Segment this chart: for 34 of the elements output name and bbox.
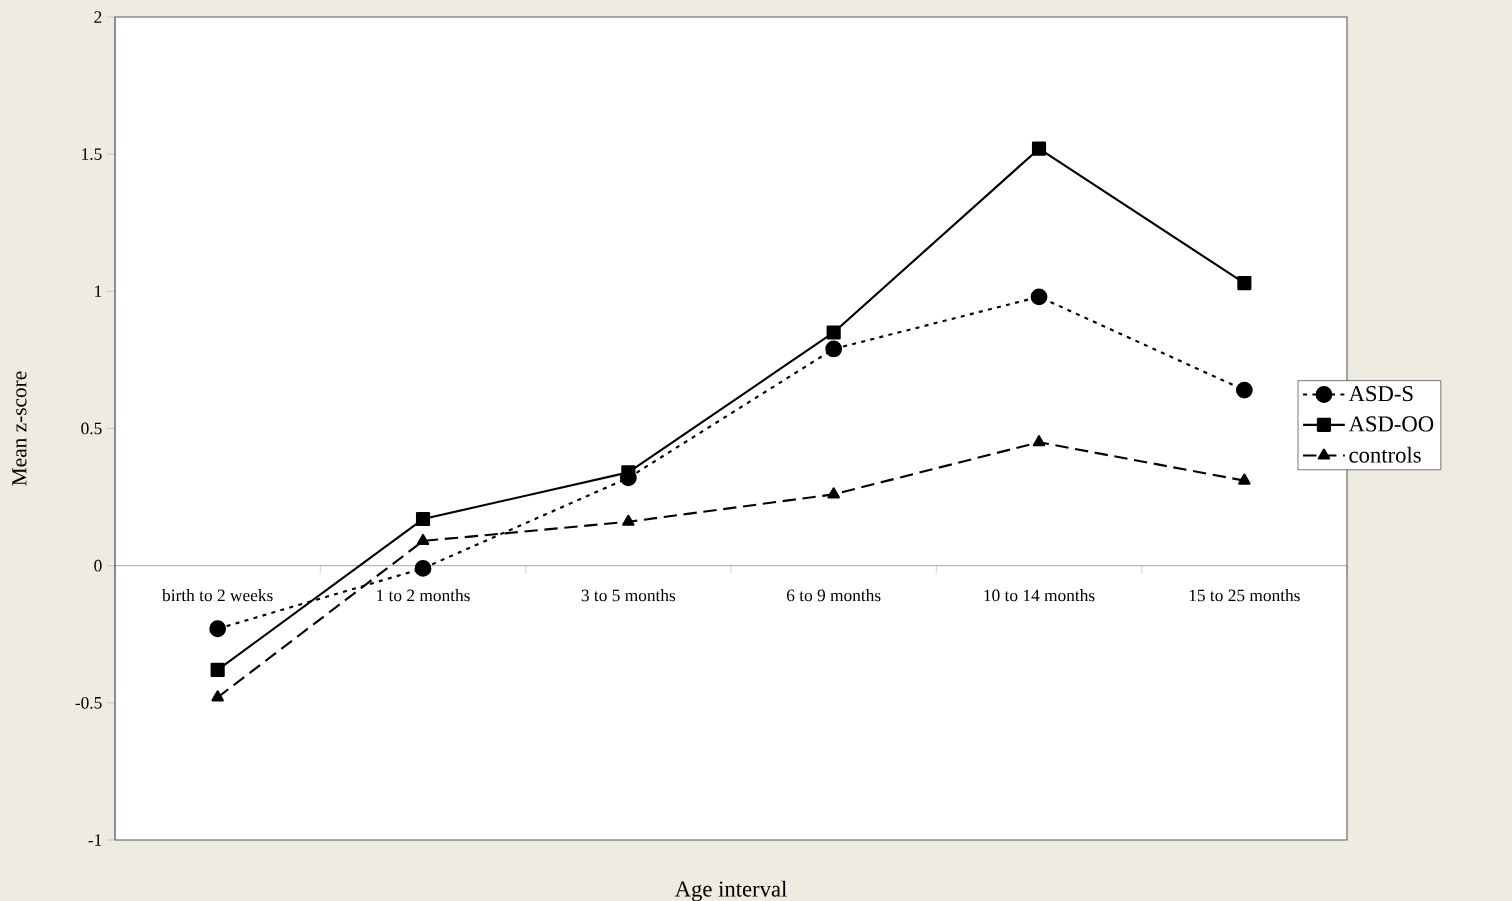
- point: [827, 487, 840, 499]
- x-tick-label: 10 to 14 months: [984, 589, 1095, 602]
- x-tick-label: 6 to 9 months: [787, 589, 881, 602]
- point: [1238, 473, 1251, 485]
- x-tick-label: 1 to 2 months: [377, 589, 470, 602]
- point: [622, 514, 635, 526]
- y-tick-label: 0: [94, 559, 102, 572]
- y-axis-title: Mean z-score: [12, 371, 27, 486]
- point: [1032, 435, 1046, 447]
- point: [1235, 381, 1253, 399]
- point: [211, 690, 224, 702]
- legend-label: ASD-OO: [1348, 416, 1434, 432]
- point: [416, 533, 430, 546]
- point: [414, 560, 432, 577]
- point: [825, 340, 843, 358]
- y-tick-label: -1: [88, 834, 102, 846]
- legend-label: ASD-S: [1348, 386, 1413, 402]
- x-tick-label: birth to 2 weeks: [162, 589, 273, 602]
- point: [415, 511, 431, 527]
- y-tick-label: 1: [95, 285, 102, 298]
- legend-label: controls: [1349, 446, 1421, 463]
- x-tick-label: 3 to 5 months: [581, 589, 676, 602]
- point: [826, 325, 841, 340]
- y-tick-label: 1.5: [82, 148, 102, 161]
- x-axis-title: Age interval: [674, 880, 787, 901]
- x-tick-label: 15 to 25 months: [1189, 589, 1300, 602]
- y-tick-label: 2: [94, 11, 102, 23]
- point: [1237, 276, 1252, 291]
- y-tick-label: 0.5: [81, 422, 102, 435]
- y-tick-label: -0.5: [75, 696, 102, 709]
- point: [210, 662, 225, 677]
- point: [1030, 288, 1048, 306]
- point: [209, 620, 227, 638]
- point: [1031, 141, 1047, 156]
